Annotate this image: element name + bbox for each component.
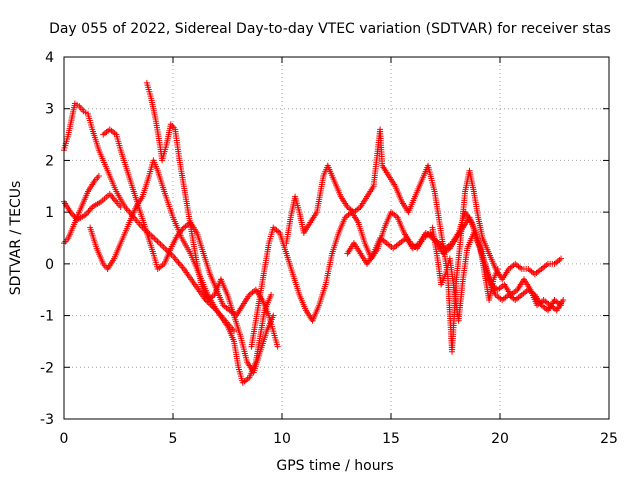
x-tick-label: 25	[600, 431, 618, 447]
data-point	[494, 266, 501, 273]
y-axis-label: SDTVAR / TECUs	[8, 181, 24, 296]
data-point	[112, 197, 119, 204]
data-point	[159, 242, 166, 249]
data-point	[155, 239, 162, 246]
data-point	[162, 245, 169, 252]
data-point	[108, 192, 115, 199]
data-point	[268, 291, 275, 298]
data-point	[85, 208, 92, 215]
series-track-b	[61, 191, 124, 223]
data-point	[231, 328, 238, 335]
ticks: 0 5 10 15 20 25 -3 -2 -1 0 1 2 3 4	[40, 50, 618, 447]
y-tick-label: -2	[40, 360, 54, 376]
data-point	[157, 241, 164, 248]
y-tick-label: 0	[45, 257, 54, 273]
data-point	[154, 238, 161, 245]
data-points	[61, 79, 567, 386]
y-tick-label: -1	[40, 309, 54, 325]
series-track-j	[429, 224, 501, 324]
data-point	[95, 172, 102, 179]
series-track-g	[248, 209, 565, 350]
series-track-c	[61, 172, 102, 247]
data-point	[109, 194, 116, 201]
series-track-d	[87, 157, 238, 335]
series-track-f	[143, 79, 277, 376]
x-tick-label: 10	[273, 431, 291, 447]
data-point	[110, 195, 117, 202]
series-track-h	[283, 126, 565, 355]
y-tick-label: 4	[45, 50, 54, 66]
plot-frame	[63, 56, 610, 420]
y-tick-label: 2	[45, 153, 54, 169]
data-point	[152, 236, 159, 243]
x-tick-label: 5	[169, 431, 178, 447]
chart-title: Day 055 of 2022, Sidereal Day-to-day VTE…	[49, 21, 611, 37]
x-tick-label: 15	[382, 431, 400, 447]
data-point	[117, 203, 124, 210]
y-tick-label: 3	[45, 102, 54, 118]
data-point	[560, 297, 567, 304]
data-point	[151, 235, 158, 242]
data-point	[70, 212, 77, 219]
y-tick-label: 1	[45, 205, 54, 221]
data-point	[274, 343, 281, 350]
x-tick-label: 0	[60, 431, 69, 447]
data-point	[558, 255, 565, 262]
x-axis-label: GPS time / hours	[276, 458, 393, 474]
y-tick-label: -3	[40, 412, 54, 428]
x-tick-label: 20	[491, 431, 509, 447]
data-point	[86, 207, 93, 214]
data-point	[270, 312, 277, 319]
data-point	[160, 244, 167, 251]
